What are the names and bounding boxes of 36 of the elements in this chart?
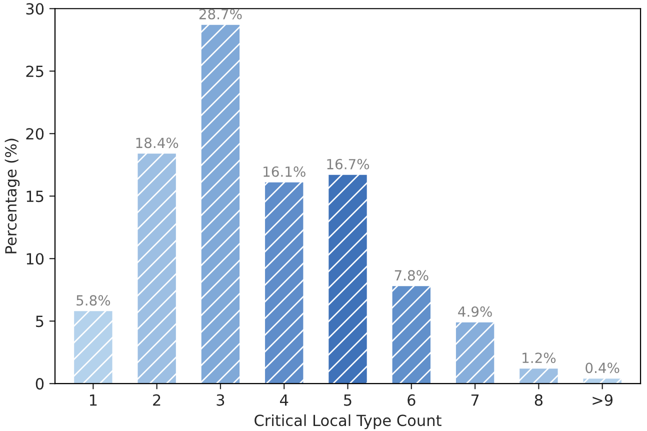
data-label: 16.1% bbox=[264, 166, 306, 177]
y-tick-label: 15 bbox=[26, 190, 44, 202]
data-label: 5.8% bbox=[76, 295, 110, 306]
y-tick-label: 5 bbox=[36, 316, 44, 328]
bar bbox=[328, 174, 367, 384]
x-tick-label: 8 bbox=[534, 394, 543, 406]
y-tick-label: 25 bbox=[26, 66, 44, 78]
x-axis-title: Critical Local Type Count bbox=[254, 414, 442, 430]
bar bbox=[265, 182, 304, 384]
y-tick-label: 10 bbox=[26, 253, 44, 265]
x-tick-label: 1 bbox=[90, 394, 97, 406]
data-label: 7.8% bbox=[394, 270, 428, 281]
data-label: 4.9% bbox=[458, 306, 492, 317]
y-tick-label: 30 bbox=[26, 3, 44, 15]
data-label: 0.4% bbox=[586, 362, 620, 374]
x-tick-label: 3 bbox=[216, 394, 224, 406]
bar bbox=[201, 24, 240, 384]
data-label: 16.7% bbox=[327, 158, 370, 170]
y-tick-label: 0 bbox=[36, 378, 44, 390]
bar bbox=[456, 322, 494, 384]
y-axis-title: Percentage (%) bbox=[4, 138, 20, 254]
bar bbox=[138, 154, 176, 384]
x-tick-label: >9 bbox=[592, 394, 613, 406]
bar bbox=[520, 368, 558, 384]
x-tick-label: 5 bbox=[344, 394, 352, 406]
data-label: 1.2% bbox=[522, 352, 556, 364]
x-tick-label: 6 bbox=[408, 394, 416, 406]
bar bbox=[392, 286, 430, 384]
x-tick-label: 2 bbox=[153, 394, 160, 406]
x-tick-label: 4 bbox=[280, 394, 288, 406]
bar bbox=[583, 378, 622, 384]
y-tick-label: 20 bbox=[26, 128, 44, 140]
x-tick-label: 7 bbox=[471, 394, 479, 406]
bar bbox=[74, 311, 112, 384]
data-label: 18.4% bbox=[136, 138, 178, 148]
data-label: 28.7% bbox=[199, 8, 242, 20]
